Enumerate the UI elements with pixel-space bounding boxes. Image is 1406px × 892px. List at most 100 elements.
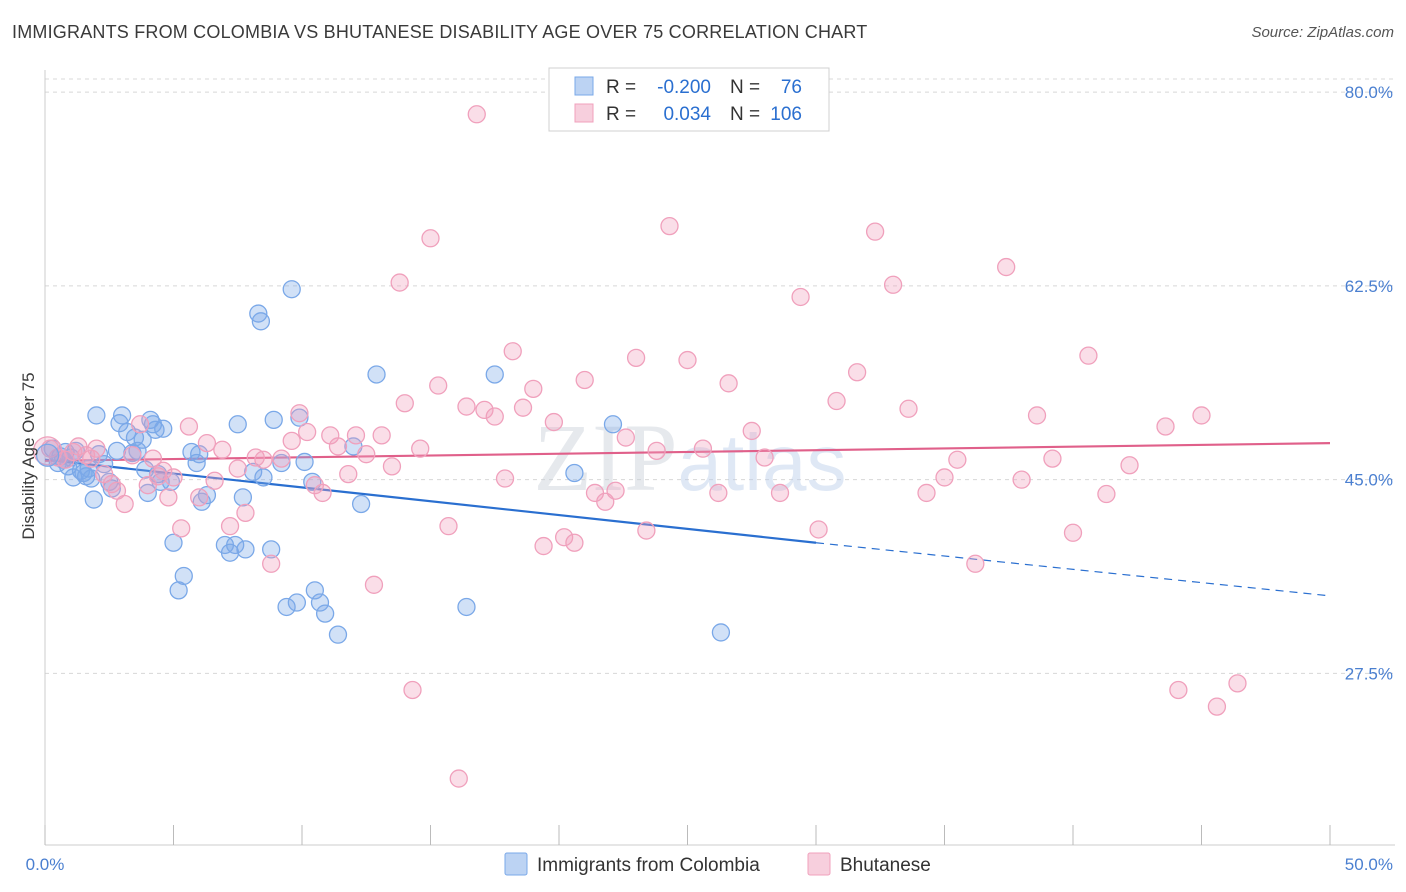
y-tick-label: 27.5% <box>1345 664 1393 683</box>
bhutanese-point <box>660 216 679 236</box>
bhutanese-point <box>94 464 114 484</box>
bhutanese-point <box>997 257 1016 277</box>
colombia-point <box>457 597 476 617</box>
colombia-point <box>351 494 371 514</box>
bhutanese-point <box>524 379 543 399</box>
bhutanese-point <box>755 448 774 467</box>
bhutanese-point <box>847 363 867 382</box>
colombia-point <box>228 415 247 434</box>
colombia-point <box>262 540 281 559</box>
watermark-atlas: atlas <box>678 418 847 507</box>
bhutanese-point <box>115 494 134 514</box>
bhutanese-point <box>262 554 281 573</box>
bhutanese-point <box>575 370 594 390</box>
legend-label: Immigrants from Colombia <box>537 855 760 876</box>
grid-layer <box>45 78 1395 674</box>
points-layer <box>32 105 1247 788</box>
colombia-point <box>367 365 386 384</box>
legend-label: Bhutanese <box>840 855 931 876</box>
bhutanese-point <box>305 476 325 495</box>
colombia-point <box>84 490 103 509</box>
bhutanese-point <box>154 461 173 480</box>
r-label: R = <box>606 104 636 125</box>
colombia-point <box>251 312 271 331</box>
bhutanese-point <box>197 433 217 453</box>
bhutanese-point <box>172 519 191 538</box>
bhutanese-point <box>429 376 448 395</box>
bhutanese-point <box>1120 456 1139 475</box>
bhutanese-point <box>1063 523 1083 542</box>
bhutanese-point <box>357 445 376 464</box>
bhutanese-point <box>495 469 515 488</box>
bhutanese-point <box>148 467 168 486</box>
colombia-point <box>287 593 307 612</box>
colombia-trend-extension <box>815 542 1331 597</box>
colombia-point <box>236 540 255 559</box>
bhutanese-point <box>503 342 522 361</box>
colombia-point <box>174 566 193 586</box>
bhutanese-point <box>865 222 885 241</box>
bhutanese-point <box>467 105 486 124</box>
bhutanese-point <box>439 516 458 536</box>
n-label: N = <box>730 77 760 98</box>
bhutanese-trend-line <box>44 442 1331 462</box>
bhutanese-point <box>1228 674 1247 693</box>
r-value: -0.200 <box>657 77 711 98</box>
bhutanese-point <box>272 449 291 468</box>
bhutanese-point <box>449 769 468 788</box>
bhutanese-point <box>228 459 247 478</box>
bhutanese-point <box>1027 406 1047 425</box>
y-tick-label: 80.0% <box>1345 83 1393 102</box>
colombia-point <box>87 406 106 425</box>
chart-title: IMMIGRANTS FROM COLOMBIA VS BHUTANESE DI… <box>12 22 868 42</box>
bhutanese-point <box>457 397 476 416</box>
bhutanese-point <box>544 412 564 432</box>
bhutanese-point <box>647 441 666 461</box>
bhutanese-point <box>1012 470 1031 489</box>
colombia-point <box>154 419 173 438</box>
bhutanese-point <box>32 436 63 466</box>
bhutanese-point <box>678 350 697 370</box>
bhutanese-point <box>297 422 317 442</box>
colombia-point <box>485 365 504 384</box>
n-value: 106 <box>770 104 802 125</box>
x-tick-label: 0.0% <box>26 855 65 874</box>
colombia-point <box>295 452 314 472</box>
watermark: ZIPatlas <box>534 404 847 511</box>
bottom-legend: Immigrants from Colombia Bhutanese <box>504 852 931 876</box>
bhutanese-point <box>1169 680 1188 700</box>
bhutanese-point <box>364 575 384 594</box>
colombia-point <box>169 581 188 600</box>
n-value: 76 <box>781 77 802 98</box>
bhutanese-point <box>742 421 761 441</box>
legend-swatch <box>504 852 528 876</box>
colombia-point <box>315 604 335 623</box>
colombia-point <box>282 280 301 299</box>
bhutanese-point <box>719 374 738 393</box>
bhutanese-point <box>282 431 301 451</box>
colombia-point <box>328 625 348 644</box>
colombia-point <box>244 462 263 482</box>
colombia-swatch <box>574 76 594 96</box>
bhutanese-point <box>485 407 504 426</box>
bhutanese-point <box>395 394 414 413</box>
bhutanese-point <box>1043 449 1062 468</box>
colombia-point <box>603 415 623 434</box>
bhutanese-point <box>935 468 954 487</box>
colombia-point <box>711 623 731 642</box>
stats-legend: R = -0.200 N = 76 R = 0.034 N = 106 <box>548 67 830 132</box>
colombia-point <box>233 488 253 507</box>
bhutanese-point <box>205 471 224 490</box>
colombia-point <box>138 483 157 503</box>
colombia-point <box>310 593 330 612</box>
r-value: 0.034 <box>663 104 711 125</box>
bhutanese-point <box>82 449 101 468</box>
bhutanese-point <box>403 680 422 700</box>
bhutanese-swatch <box>574 103 594 123</box>
bhutanese-point <box>220 516 240 536</box>
colombia-point <box>226 535 245 555</box>
bhutanese-point <box>346 426 366 445</box>
y-tick-label: 62.5% <box>1345 277 1393 296</box>
bhutanese-point <box>899 399 918 418</box>
bhutanese-point <box>606 481 625 500</box>
